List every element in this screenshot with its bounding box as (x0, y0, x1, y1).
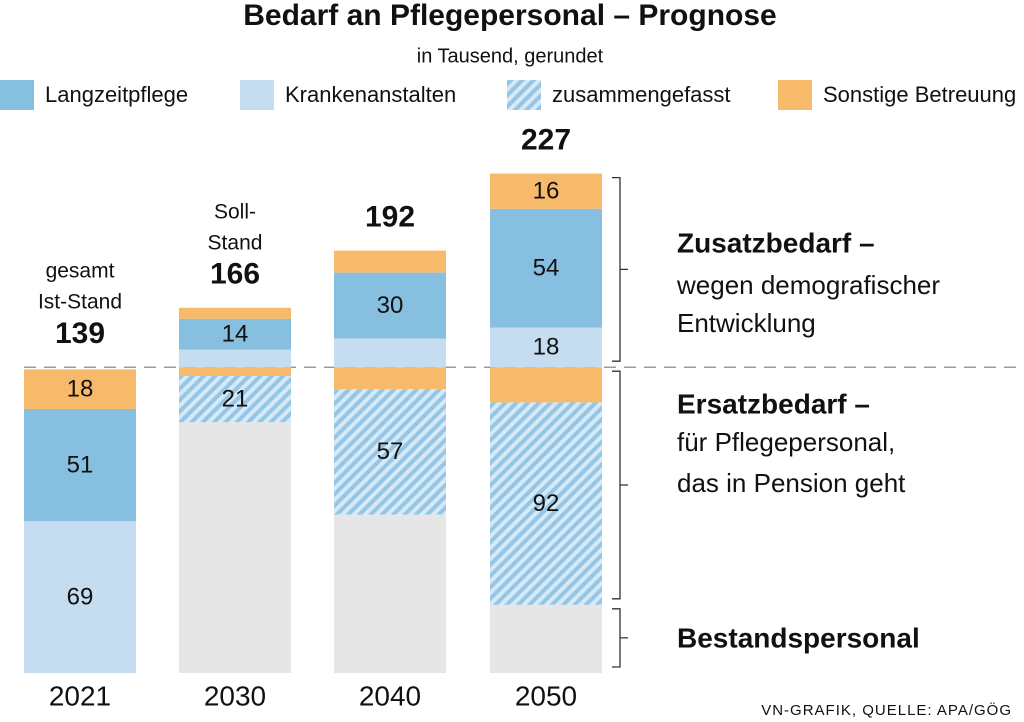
legend-swatch (778, 80, 812, 110)
bar-segment (179, 367, 291, 376)
total-label: 227 (521, 124, 571, 157)
annotation-text: für Pflegepersonal, (677, 427, 895, 457)
bar-segment (179, 422, 291, 673)
bracket (612, 370, 628, 600)
legend-swatch (507, 80, 541, 110)
segment-label: 30 (377, 292, 404, 319)
legend-label: Langzeitpflege (45, 82, 188, 107)
bar-segment (24, 521, 136, 673)
total-label: 139 (55, 317, 105, 350)
bar-segment (334, 250, 446, 273)
source: VN-GRAFIK, QUELLE: APA/GÖG (761, 701, 1012, 719)
bar-segment (24, 369, 136, 409)
segment-label: 21 (222, 385, 249, 412)
bar-segment (490, 367, 602, 403)
chart-title: Bedarf an Pflegepersonal – Prognose (243, 0, 776, 32)
bracket (612, 608, 628, 668)
segment-label: 18 (533, 334, 560, 361)
annotation-text: wegen demografischer (676, 270, 940, 300)
annotation-title: Ersatzbedarf – (677, 388, 870, 419)
x-tick-label: 2021 (49, 680, 111, 711)
x-tick-label: 2050 (515, 680, 577, 711)
x-tick-label: 2030 (204, 680, 266, 711)
legend-label: Sonstige Betreuung (823, 82, 1016, 107)
total-note: gesamt (46, 260, 115, 283)
annotation-text: Entwicklung (677, 308, 816, 338)
total-label: 166 (210, 258, 260, 291)
chart-subtitle: in Tausend, gerundet (417, 45, 604, 67)
annotation-title: Bestandspersonal (677, 622, 920, 653)
annotation-text: das in Pension geht (677, 468, 906, 498)
total-note: Stand (208, 231, 263, 254)
bar-segment (334, 272, 446, 339)
bar-segment (334, 514, 446, 673)
legend-swatch (240, 80, 274, 110)
legend-label: zusammengefasst (552, 82, 731, 107)
total-note: Ist-Stand (38, 291, 122, 314)
bar-segment (179, 376, 291, 423)
bar-segment (334, 367, 446, 390)
segment-label: 18 (67, 376, 94, 403)
segment-label: 51 (67, 451, 94, 478)
segment-label: 54 (533, 255, 560, 282)
x-tick-label: 2040 (359, 680, 421, 711)
bar-segment (490, 327, 602, 368)
total-label: 192 (365, 201, 415, 234)
bracket (612, 176, 628, 362)
bar-segment (490, 173, 602, 209)
total-note: Soll- (214, 200, 256, 223)
bar-segment (179, 307, 291, 319)
bar-segment (334, 338, 446, 368)
segment-label: 57 (377, 438, 404, 465)
annotation-title: Zusatzbedarf – (677, 227, 875, 258)
legend-label: Krankenanstalten (285, 82, 456, 107)
segment-label: 69 (67, 583, 94, 610)
segment-label: 16 (533, 178, 560, 205)
bar-segment (24, 409, 136, 522)
bar-segment (179, 318, 291, 350)
bar-segment (490, 208, 602, 328)
segment-label: 92 (533, 490, 560, 517)
bar-segment (179, 349, 291, 368)
bar-segment (490, 402, 602, 605)
segment-label: 14 (222, 321, 249, 348)
legend-swatch (0, 80, 34, 110)
bar-segment (334, 389, 446, 515)
bar-segment (490, 604, 602, 673)
